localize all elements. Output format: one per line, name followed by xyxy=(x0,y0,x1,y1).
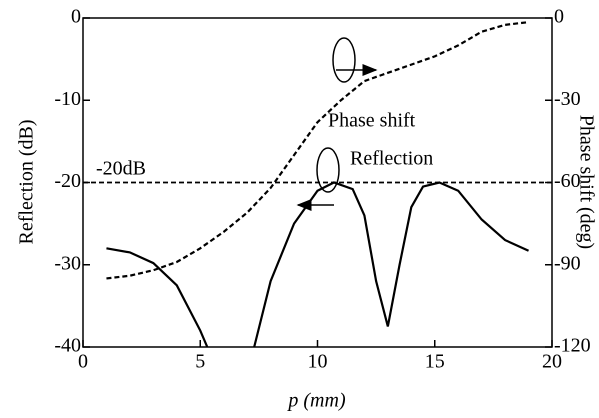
annotation-ellipse xyxy=(332,37,356,83)
annotation-ellipse xyxy=(316,147,340,193)
reference-label: -20dB xyxy=(96,158,146,180)
y-tick-label: -40 xyxy=(54,335,81,357)
x-tick-label: 5 xyxy=(195,351,205,373)
series-line xyxy=(106,21,529,280)
y-tick-label: -20 xyxy=(54,170,81,192)
x-tick-label: 15 xyxy=(425,351,445,373)
y-axis-label: Reflection (dB) xyxy=(16,120,38,245)
y-tick-label: 0 xyxy=(71,6,81,28)
annotation-reflection: Reflection xyxy=(350,148,433,170)
x-tick-label: 10 xyxy=(308,351,328,373)
y2-tick-label: -30 xyxy=(554,88,581,110)
y2-tick-label: 0 xyxy=(554,6,564,28)
annotation-phase: Phase shift xyxy=(328,110,416,132)
y-tick-label: -10 xyxy=(54,88,81,110)
y2-axis-label: Phase shift (deg) xyxy=(575,115,597,249)
series-line xyxy=(106,181,530,347)
y2-tick-label: -90 xyxy=(554,252,581,274)
y2-tick-label: -60 xyxy=(554,170,581,192)
y2-tick-label: -120 xyxy=(554,335,591,357)
x-axis-label: p (mm) xyxy=(286,390,346,412)
x-tick-label: 0 xyxy=(78,351,88,373)
x-tick-label: 20 xyxy=(542,351,562,373)
y-tick-label: -30 xyxy=(54,252,81,274)
